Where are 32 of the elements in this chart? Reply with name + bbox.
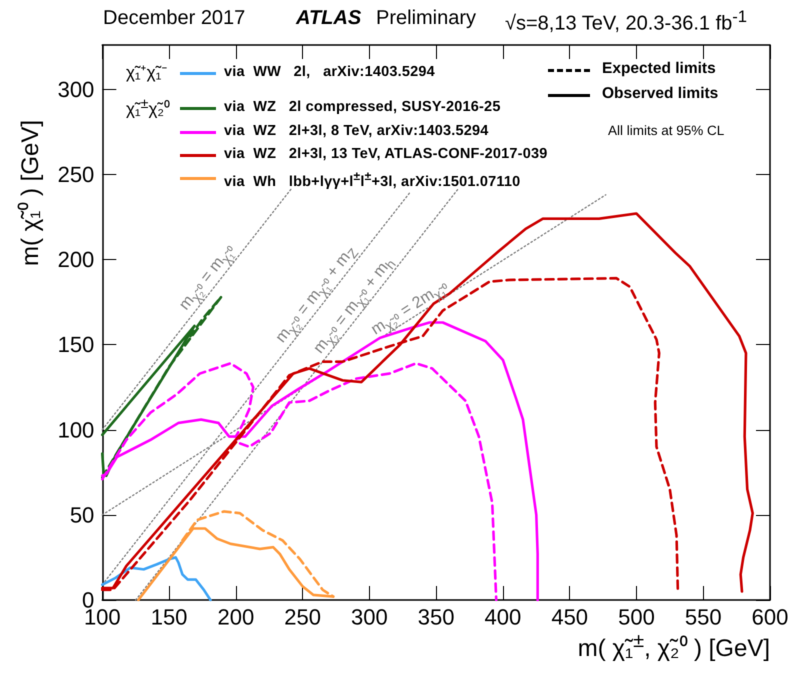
- x-tick-label: 450: [551, 604, 588, 630]
- chart-title: ATLAS: [296, 7, 362, 30]
- y-tick-label: 100: [58, 417, 94, 442]
- x-tick-label: 350: [418, 604, 455, 630]
- legend-label: via WZ 2l compressed, SUSY-2016-25: [224, 99, 501, 115]
- x-tick-label: 600: [752, 604, 788, 630]
- y-tick-label: 200: [58, 247, 94, 272]
- legend-label: via Wh lbb+lγγ+l$^{±}$l$^{±}$+3l, arXiv:1501.07110: [224, 169, 520, 190]
- text: √s=8,13 TeV, 20.3-36.1 fb$^{-1}$: [505, 7, 748, 36]
- x-tick-label: 150: [150, 604, 188, 630]
- y-tick-label: 300: [58, 76, 94, 102]
- x-tick-label: 500: [618, 604, 655, 630]
- x-tick-label: 200: [217, 604, 254, 630]
- x-axis-title: m( χ̃₁$^{±}$, χ̃₂⁰ ) [GeV]: [578, 630, 770, 663]
- text: December 2017: [103, 7, 246, 30]
- chart-subtitle: Preliminary: [376, 7, 476, 30]
- x-tick-label: 550: [684, 604, 722, 630]
- x-tick-label: 250: [284, 604, 321, 630]
- y-axis-title: m( χ̃₁⁰ ) [GeV]: [16, 120, 45, 266]
- annotation: Observed limits: [602, 85, 718, 103]
- annotation: χ̃₁⁺χ̃₁⁻: [126, 62, 168, 83]
- annotation: All limits at 95% CL: [608, 123, 724, 138]
- y-tick-label: 250: [58, 162, 94, 187]
- legend-label: via WZ 2l+3l, 13 TeV, ATLAS-CONF-2017-039: [224, 146, 548, 162]
- y-tick-label: 50: [70, 502, 94, 528]
- legend-label: via WZ 2l+3l, 8 TeV, arXiv:1403.5294: [224, 123, 489, 139]
- annotation: χ̃₁$^{±}$χ̃₂⁰: [126, 96, 170, 120]
- legend-label: via WW 2l, arXiv:1403.5294: [224, 64, 435, 80]
- y-tick-label: 150: [58, 332, 94, 358]
- x-tick-label: 300: [351, 604, 388, 630]
- annotation: Expected limits: [602, 60, 716, 78]
- x-tick-label: 400: [484, 604, 522, 630]
